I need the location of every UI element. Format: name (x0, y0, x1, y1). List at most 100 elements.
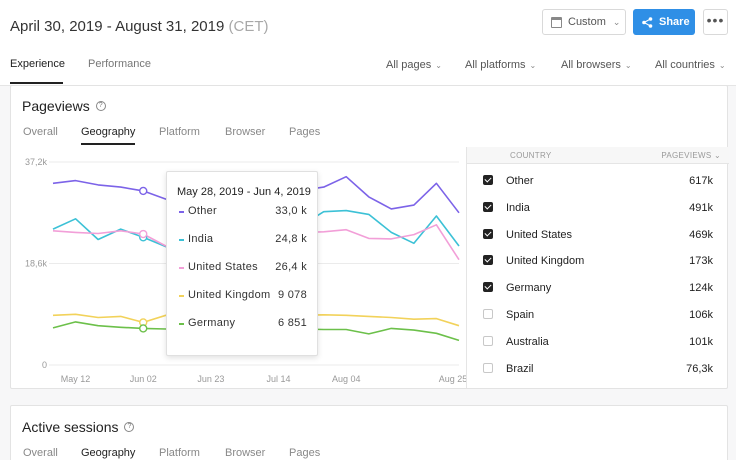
filter-browsers[interactable]: All browsers ⌄ (561, 59, 632, 71)
country-name: Brazil (506, 362, 534, 375)
table-row: India 491k (467, 201, 729, 228)
y-tick-label: 37,2k (25, 157, 48, 167)
top-header: April 30, 2019 - August 31, 2019 (CET) C… (0, 0, 736, 44)
filter-pages-label: All pages (386, 59, 432, 71)
tooltip-series-value: 26,4 k (275, 261, 307, 273)
highlight-point (139, 186, 148, 196)
country-name: India (506, 201, 530, 214)
table-row: Spain 106k (467, 309, 729, 335)
x-tick-label: Aug 25 (439, 374, 466, 384)
share-button[interactable]: Share (633, 9, 695, 35)
row-checkbox[interactable] (483, 309, 493, 319)
table-row: United Kingdom 173k (467, 255, 729, 281)
active-sessions-title: Active sessions (22, 419, 119, 435)
chevron-down-icon: ⌄ (529, 61, 537, 70)
tab-pages[interactable]: Pages (289, 126, 321, 138)
filter-countries-label: All countries (655, 59, 715, 71)
highlight-point (139, 324, 148, 333)
tooltip-series-value: 6 851 (277, 317, 307, 329)
series-color-swatch (179, 267, 184, 269)
tooltip-row: Germany 6 851 (179, 317, 307, 331)
series-color-swatch (179, 211, 184, 213)
x-tick-label: Aug 04 (332, 374, 361, 384)
help-icon[interactable]: ? (95, 101, 106, 112)
column-header-pageviews[interactable]: PAGEVIEWS ⌄ (661, 151, 721, 160)
tab-overall[interactable]: Overall (23, 126, 58, 138)
pageviews-value: 101k (689, 335, 713, 348)
pageviews-title: Pageviews (22, 98, 90, 114)
tab-pages[interactable]: Pages (289, 447, 321, 459)
row-checkbox[interactable] (483, 228, 493, 239)
more-options-button[interactable]: ••• (703, 9, 728, 35)
filter-platforms[interactable]: All platforms ⌄ (465, 59, 536, 71)
chevron-down-icon: ⌄ (435, 61, 442, 70)
series-color-swatch (179, 239, 184, 241)
tab-browser[interactable]: Browser (225, 447, 266, 459)
tab-performance[interactable]: Performance (88, 58, 151, 70)
pageviews-value: 617k (689, 175, 713, 187)
tooltip-series-name: India (188, 233, 214, 245)
pageviews-value: 124k (689, 282, 713, 295)
tooltip-row: Other 33,0 k (179, 205, 307, 219)
pageviews-value: 76,3k (686, 362, 713, 375)
filter-platforms-label: All platforms (465, 59, 526, 71)
chart-tooltip: May 28, 2019 - Jun 4, 2019 Other 33,0 k In… (166, 171, 318, 356)
column-header-country[interactable]: COUNTRY (510, 151, 552, 160)
tooltip-row: United Kingdom 9 078 (179, 289, 307, 303)
country-name: United Kingdom (506, 255, 585, 268)
table-row: United States 469k (467, 228, 729, 255)
active-sessions-card: Active sessions? Overall Geography Platf… (10, 405, 728, 460)
pageviews-value: 491k (689, 201, 713, 214)
date-range-title: April 30, 2019 - August 31, 2019 (CET) (10, 18, 269, 35)
chevron-down-icon: ⌄ (718, 61, 726, 70)
chevron-down-icon: ⌄ (624, 61, 632, 70)
pageviews-value: 106k (689, 309, 713, 321)
row-checkbox[interactable] (483, 362, 493, 373)
row-checkbox[interactable] (483, 201, 493, 212)
tooltip-row: India 24,8 k (179, 233, 307, 247)
series-color-swatch (179, 295, 184, 297)
highlight-point (139, 229, 148, 239)
date-range-text: April 30, 2019 - August 31, 2019 (10, 18, 225, 35)
y-tick-label: 0 (42, 360, 47, 370)
country-name: Germany (506, 282, 552, 295)
active-tab-indicator (81, 143, 135, 145)
country-name: Australia (506, 335, 549, 348)
tooltip-date-range: May 28, 2019 - Jun 4, 2019 (177, 186, 311, 198)
card-title: Active sessions? (22, 419, 135, 435)
share-icon (642, 16, 653, 28)
timezone-label: (CET) (228, 18, 269, 35)
chevron-down-icon: ⌄ (612, 16, 621, 27)
row-checkbox[interactable] (483, 255, 493, 266)
country-name: Spain (506, 309, 535, 321)
y-tick-label: 18,6k (25, 259, 48, 269)
tooltip-series-name: Germany (188, 317, 236, 329)
x-tick-label: Jun 02 (130, 374, 157, 384)
custom-range-button[interactable]: Custom ⌄ (542, 9, 626, 35)
filter-pages[interactable]: All pages ⌄ (386, 59, 442, 71)
tab-browser[interactable]: Browser (225, 126, 266, 138)
tab-experience[interactable]: Experience (10, 58, 66, 70)
tab-overall[interactable]: Overall (23, 447, 58, 459)
row-checkbox[interactable] (483, 335, 493, 346)
custom-range-label: Custom (568, 16, 606, 28)
tooltip-series-name: United States (188, 261, 258, 273)
calendar-icon (551, 16, 562, 28)
tab-geography[interactable]: Geography (81, 447, 136, 459)
row-checkbox[interactable] (483, 175, 493, 185)
pageviews-card: Pageviews? Overall Geography Platform Br… (10, 85, 728, 389)
tooltip-row: United States 26,4 k (179, 261, 307, 275)
pageviews-value: 469k (689, 228, 713, 241)
card-title: Pageviews? (22, 98, 106, 114)
tab-platform[interactable]: Platform (159, 447, 200, 459)
help-icon[interactable]: ? (124, 422, 135, 433)
share-label: Share (659, 16, 690, 28)
row-checkbox[interactable] (483, 282, 493, 293)
tooltip-series-value: 9 078 (277, 289, 307, 301)
tab-platform[interactable]: Platform (159, 126, 200, 138)
tooltip-series-value: 24,8 k (275, 233, 307, 245)
tab-geography[interactable]: Geography (81, 126, 136, 138)
table-header: COUNTRY PAGEVIEWS ⌄ (467, 147, 729, 164)
filter-browsers-label: All browsers (561, 59, 621, 71)
filter-countries[interactable]: All countries ⌄ (655, 59, 726, 71)
